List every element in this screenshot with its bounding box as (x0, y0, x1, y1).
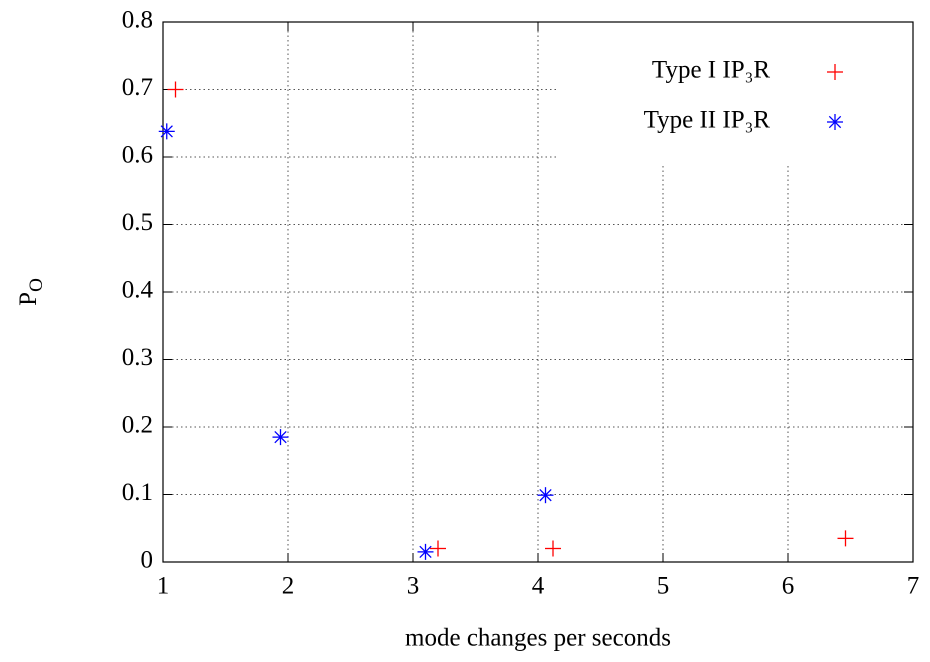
point (158, 123, 175, 140)
marker-stroke (274, 430, 287, 444)
x-tick-label: 7 (907, 573, 920, 600)
point (272, 429, 289, 446)
y-tick-label: 0.4 (122, 277, 154, 304)
y-axis-label-sub: O (26, 278, 47, 292)
marker-stroke (419, 545, 432, 559)
point (827, 64, 843, 80)
marker-stroke (828, 115, 842, 129)
point (545, 540, 561, 557)
y-axis-label: PO (15, 278, 48, 306)
y-tick-label: 0.7 (122, 74, 153, 101)
point (167, 81, 184, 98)
marker-stroke (160, 125, 173, 138)
legend-label: Type I IP₃R (652, 57, 770, 84)
x-tick-label: 3 (407, 573, 420, 600)
y-tick-label: 0 (141, 547, 154, 574)
x-tick-label: 6 (782, 573, 795, 600)
x-tick-label: 4 (532, 573, 545, 600)
marker-stroke (539, 489, 552, 502)
point (827, 114, 843, 130)
y-tick-label: 0.8 (122, 7, 153, 34)
point (417, 543, 434, 560)
x-tick-label: 5 (657, 573, 670, 600)
y-tick-label: 0.1 (122, 479, 153, 506)
point (537, 487, 554, 504)
point (837, 530, 854, 547)
plot-frame (162, 21, 914, 563)
legend-label: Type II IP₃R (644, 107, 771, 134)
y-tick-label: 0.5 (122, 209, 153, 236)
y-tick-label: 0.2 (122, 412, 153, 439)
x-tick-label: 2 (282, 573, 295, 600)
legend-box (558, 22, 913, 165)
y-axis-label-main: P (15, 292, 42, 306)
point (430, 540, 446, 557)
y-tick-label: 0.6 (122, 142, 153, 169)
x-tick-label: 1 (157, 573, 170, 600)
y-tick-label: 0.3 (122, 344, 153, 371)
x-axis-label: mode changes per seconds (405, 625, 671, 652)
